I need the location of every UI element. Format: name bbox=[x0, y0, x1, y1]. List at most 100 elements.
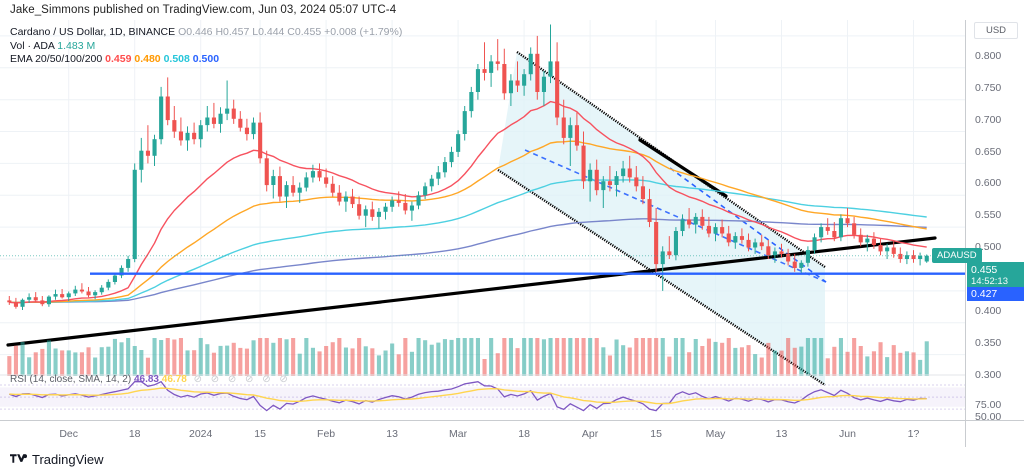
candle-body bbox=[693, 216, 698, 225]
candle-body bbox=[46, 296, 51, 305]
candle-body bbox=[159, 96, 164, 140]
time-tick-label: Mar bbox=[449, 428, 468, 440]
volume-bar bbox=[918, 359, 923, 376]
price-tick-label: 0.750 bbox=[975, 81, 1002, 94]
volume-bar bbox=[126, 338, 131, 376]
candle-body bbox=[720, 227, 725, 234]
candle-body bbox=[891, 247, 896, 254]
price-tick-label: 0.350 bbox=[975, 336, 1002, 349]
volume-bar bbox=[409, 351, 414, 376]
candle-body bbox=[924, 255, 929, 262]
price-tick-label: 0.400 bbox=[975, 304, 1002, 317]
candle-body bbox=[27, 297, 32, 300]
volume-bar bbox=[178, 338, 183, 376]
candle-body bbox=[337, 192, 342, 202]
price-axis[interactable]: USD 0.800 0.750 0.700 0.650 0.600 0.550 0.500 0… bbox=[965, 20, 1024, 435]
candle-body bbox=[423, 186, 428, 196]
volume-bar bbox=[654, 338, 659, 376]
time-tick-label: 18 bbox=[518, 428, 530, 440]
volume-bar bbox=[33, 352, 38, 376]
ema-20-line bbox=[9, 100, 927, 304]
volume-bar bbox=[871, 351, 876, 376]
price-tick-label: 0.550 bbox=[975, 209, 1002, 222]
tradingview-brand-label: TradingView bbox=[32, 452, 104, 467]
candle-body bbox=[878, 245, 883, 252]
volume-bar bbox=[324, 346, 329, 376]
candle-body bbox=[614, 176, 619, 185]
candle-body bbox=[370, 209, 375, 217]
candle-body bbox=[251, 122, 256, 135]
ema-100-line bbox=[9, 179, 927, 304]
volume-bar bbox=[456, 338, 461, 376]
volume-bar bbox=[753, 354, 758, 376]
candle-body bbox=[819, 227, 824, 238]
candle-body bbox=[904, 255, 909, 259]
price-tick-label: 0.650 bbox=[975, 145, 1002, 158]
candle-body bbox=[357, 204, 362, 216]
candle-body bbox=[772, 251, 777, 256]
volume-bar bbox=[706, 338, 711, 376]
rsi-tick-label: 75.00 bbox=[975, 399, 1002, 412]
time-axis[interactable]: Dec 18 2024 15 Feb 13 Mar 18 Apr 15 May 13 Jun 1? bbox=[0, 420, 965, 447]
candle-body bbox=[469, 92, 474, 112]
volume-bar bbox=[73, 352, 78, 376]
volume-bar bbox=[673, 338, 678, 376]
candle-body bbox=[429, 178, 434, 187]
volume-bar bbox=[852, 338, 857, 376]
volume-bar bbox=[462, 338, 467, 376]
volume-bar bbox=[667, 356, 672, 376]
volume-bar bbox=[660, 338, 665, 376]
candle-body bbox=[390, 200, 395, 207]
candle-body bbox=[225, 108, 230, 114]
candle-body bbox=[640, 186, 645, 199]
volume-bar bbox=[218, 345, 223, 376]
volume-bar bbox=[40, 348, 45, 376]
time-tick-label: 2024 bbox=[189, 428, 213, 440]
volume-bar bbox=[66, 350, 71, 376]
volume-bar bbox=[251, 340, 256, 376]
candle-body bbox=[515, 80, 520, 86]
candle-body bbox=[885, 247, 890, 252]
candle-body bbox=[218, 113, 223, 124]
current-price-tag: 0.455 14:52:13 bbox=[967, 261, 1024, 291]
candle-body bbox=[654, 222, 659, 265]
candle-body bbox=[548, 61, 553, 77]
time-tick-label: Jun bbox=[839, 428, 856, 440]
candle-body bbox=[284, 185, 289, 197]
channel-lower bbox=[497, 168, 826, 387]
volume-bar bbox=[284, 339, 289, 376]
volume-bar bbox=[561, 338, 566, 376]
volume-bar bbox=[423, 340, 428, 376]
candle-body bbox=[93, 292, 98, 296]
candle-body bbox=[561, 117, 566, 138]
candle-body bbox=[647, 199, 652, 222]
volume-bar bbox=[396, 354, 401, 376]
candle-body bbox=[264, 158, 269, 186]
candle-body bbox=[621, 168, 626, 177]
volume-bar bbox=[363, 346, 368, 376]
candle-body bbox=[482, 69, 487, 73]
candle-body bbox=[634, 177, 639, 187]
candle-body bbox=[442, 162, 447, 173]
volume-bar bbox=[159, 340, 164, 376]
volume-bar bbox=[258, 338, 263, 376]
candle-body bbox=[99, 287, 104, 293]
candle-body bbox=[291, 185, 296, 193]
volume-bar bbox=[614, 339, 619, 376]
volume-bar bbox=[535, 338, 540, 376]
candle-body bbox=[211, 117, 216, 124]
candle-body bbox=[766, 246, 771, 256]
time-tick-label: 13 bbox=[386, 428, 398, 440]
candle-body bbox=[145, 150, 150, 156]
candle-body bbox=[541, 76, 546, 92]
volume-bar bbox=[799, 346, 804, 376]
candle-body bbox=[205, 117, 210, 126]
volume-bar bbox=[99, 347, 104, 376]
candle-body bbox=[132, 169, 137, 259]
volume-bar bbox=[759, 357, 764, 376]
volume-bar bbox=[898, 352, 903, 376]
chart-canvas[interactable] bbox=[0, 20, 965, 420]
candle-body bbox=[522, 74, 527, 86]
volume-bar bbox=[548, 338, 553, 376]
